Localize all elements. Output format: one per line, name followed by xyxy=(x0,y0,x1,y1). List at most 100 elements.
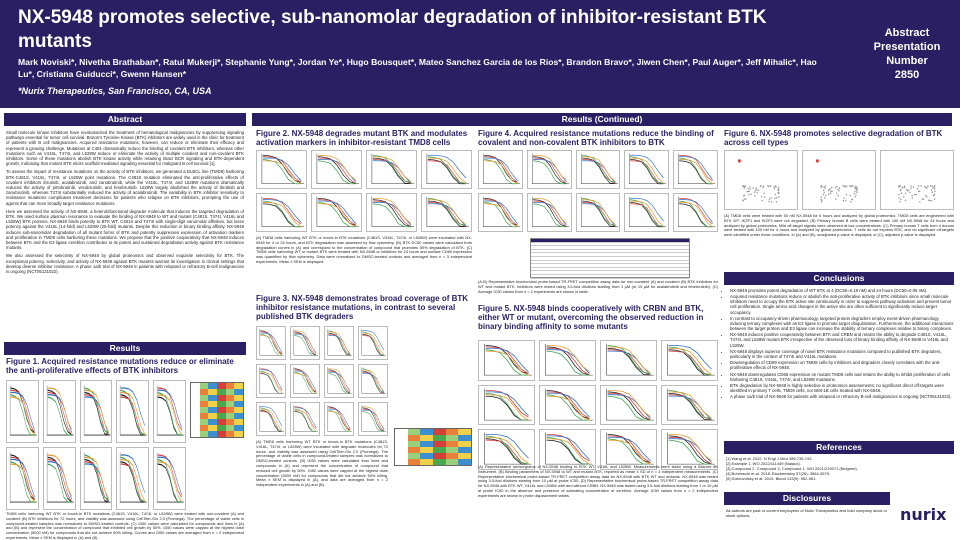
series-line xyxy=(121,391,146,435)
series-line xyxy=(607,390,651,420)
figure-6-caption: (A) TMD8 cells were treated with 50 nM N… xyxy=(724,213,954,238)
plot-axes xyxy=(484,432,532,465)
table-row xyxy=(531,261,689,265)
protein-point xyxy=(906,189,909,192)
series-line xyxy=(294,406,317,430)
series-line xyxy=(362,331,385,356)
series-line xyxy=(362,333,385,356)
plot-axes xyxy=(426,153,470,185)
heatmap-cell xyxy=(395,453,408,459)
series-line xyxy=(630,158,664,185)
series-line xyxy=(427,154,467,179)
protein-point xyxy=(910,185,912,187)
series-line xyxy=(485,435,529,465)
series-line xyxy=(668,389,712,419)
protein-point xyxy=(849,194,851,197)
protein-point xyxy=(929,199,931,202)
heatmap-cell xyxy=(208,389,217,395)
protein-point xyxy=(821,199,823,202)
protein-point xyxy=(754,189,757,192)
plot-svg xyxy=(259,367,284,394)
series-line xyxy=(262,158,302,185)
dose-response-plot xyxy=(311,150,362,189)
protein-point xyxy=(900,198,902,201)
protein-point xyxy=(835,198,837,200)
protein-point xyxy=(904,192,907,195)
protein-point xyxy=(769,185,772,187)
plot-svg xyxy=(9,385,37,436)
figure-6-title: Figure 6. NX-5948 promotes selective deg… xyxy=(724,129,943,147)
abstract-heading: Abstract xyxy=(4,113,246,126)
heatmap-cell xyxy=(458,453,471,459)
series-line xyxy=(10,463,35,503)
series-line xyxy=(607,395,651,420)
series-line xyxy=(328,407,351,431)
dose-response-plot xyxy=(366,150,417,189)
protein-point xyxy=(933,194,935,197)
series-line xyxy=(10,461,35,503)
dose-response-plot xyxy=(153,380,186,443)
series-line xyxy=(372,197,412,224)
series-line xyxy=(546,395,590,420)
series-line xyxy=(294,370,317,392)
plot-axes xyxy=(580,196,618,228)
protein-point xyxy=(768,198,771,200)
plot-axes xyxy=(157,385,184,436)
plot-svg xyxy=(293,405,318,432)
series-line xyxy=(607,389,651,417)
series-line xyxy=(362,330,385,351)
dose-response-plot xyxy=(539,384,596,425)
protein-point xyxy=(762,185,765,188)
heatmap-cell xyxy=(225,431,235,437)
series-line xyxy=(84,454,109,501)
figure-1-caption: TMD8 cells harboring WT BTK or knock-in … xyxy=(6,511,244,540)
plot-svg xyxy=(46,452,74,503)
series-line xyxy=(546,439,590,465)
series-line xyxy=(630,154,665,179)
series-line xyxy=(668,439,712,465)
series-line xyxy=(10,391,35,431)
series-line xyxy=(157,461,183,503)
series-line xyxy=(328,368,351,391)
dose-response-plot xyxy=(624,193,670,232)
heatmap-cell xyxy=(433,429,446,435)
series-line xyxy=(668,392,712,420)
heatmap-cell xyxy=(225,383,235,389)
protein-point xyxy=(911,194,913,197)
series-line xyxy=(679,200,713,228)
series-line xyxy=(260,406,283,427)
series-line xyxy=(328,373,351,394)
protein-point xyxy=(825,194,827,197)
series-line xyxy=(328,409,351,432)
series-line xyxy=(328,369,351,394)
series-line xyxy=(294,330,317,353)
plot-svg xyxy=(120,452,147,503)
series-line xyxy=(546,390,590,419)
protein-point xyxy=(828,193,830,196)
series-line xyxy=(328,370,351,394)
plot-svg xyxy=(483,153,521,185)
plot-svg xyxy=(83,385,111,436)
plot-axes xyxy=(83,385,111,436)
dose-response-plot xyxy=(358,402,388,436)
protein-point xyxy=(775,196,778,199)
series-line xyxy=(260,369,283,390)
nurix-logo: nurix xyxy=(900,505,947,524)
dose-response-plot xyxy=(42,380,76,443)
series-line xyxy=(668,435,712,465)
protein-point xyxy=(852,185,854,187)
plot-axes xyxy=(120,385,147,436)
references-heading: References xyxy=(724,441,954,454)
series-line xyxy=(485,395,529,420)
series-line xyxy=(484,158,518,185)
protein-point xyxy=(835,192,838,195)
series-line xyxy=(484,199,518,226)
protein-point xyxy=(927,185,929,188)
series-line xyxy=(262,203,302,228)
abstract-line-2: Presentation xyxy=(873,41,941,53)
series-line xyxy=(262,197,302,225)
protein-point xyxy=(855,185,857,188)
series-line xyxy=(668,345,712,370)
heatmap-cell xyxy=(420,441,433,447)
plot-axes xyxy=(667,343,715,376)
